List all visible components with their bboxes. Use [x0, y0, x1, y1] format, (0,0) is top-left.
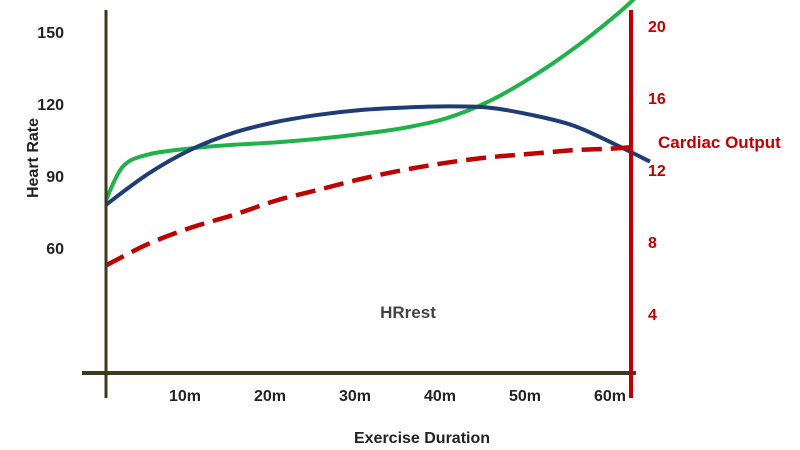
- series-line-cardiac-output: [104, 144, 638, 268]
- x-axis-title: Exercise Duration: [354, 430, 490, 447]
- y-tick-label-120: 120: [37, 97, 64, 114]
- x-tick-label-50m: 50m: [509, 388, 541, 405]
- y2-tick-label-16: 16: [648, 91, 666, 108]
- y-tick-label-90: 90: [46, 169, 64, 186]
- x-tick-label-30m: 30m: [339, 388, 371, 405]
- x-tick-label-40m: 40m: [424, 388, 456, 405]
- y-axis-title: Heart Rate: [25, 118, 42, 198]
- x-tick-label-20m: 20m: [254, 388, 286, 405]
- y-tick-label-60: 60: [46, 241, 64, 258]
- x-tick-label-60m: 60m: [594, 388, 626, 405]
- ticks: 60901201501804812162010m20m30m40m50m60m: [37, 19, 666, 405]
- series-line-stroke-volume-blue: [104, 104, 651, 207]
- y2-tick-label-12: 12: [648, 163, 666, 180]
- y2-tick-label-8: 8: [648, 235, 657, 252]
- cardiac-output-label: Cardiac Output: [658, 133, 781, 152]
- y2-tick-label-4: 4: [648, 307, 657, 324]
- x-tick-label-10m: 10m: [169, 388, 201, 405]
- hrrest-annotation: HRrest: [380, 303, 436, 322]
- y2-tick-label-20: 20: [648, 19, 666, 36]
- series-line-heart-rate-green: [104, 0, 636, 201]
- y-tick-label-150: 150: [37, 25, 64, 42]
- plot-lines: [104, 0, 651, 268]
